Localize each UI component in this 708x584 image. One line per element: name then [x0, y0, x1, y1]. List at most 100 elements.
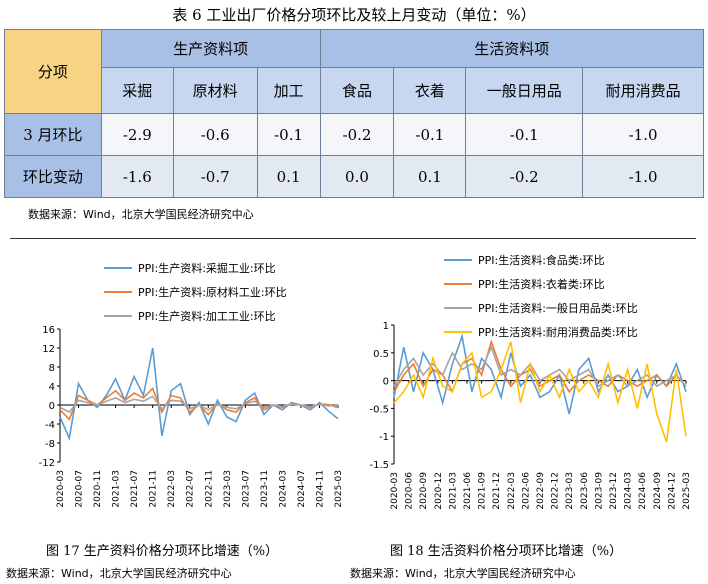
x-tick-label: 2023-07 [241, 470, 251, 508]
x-tick-label: 2021-12 [492, 472, 502, 510]
subheader-cell: 加工 [256, 67, 321, 114]
x-tick-label: 2024-12 [667, 472, 677, 510]
table-cell: -1.6 [100, 155, 174, 198]
x-tick-label: 2024-03 [278, 470, 288, 508]
chart-consumer-goods: PPI:生活资料:食品类:环比 PPI:生活资料:衣着类:环比 PPI:生活资料:一… [369, 253, 692, 510]
table-cell: -0.1 [256, 113, 321, 156]
x-tick-label: 2021-03 [448, 472, 458, 510]
table-cell: -0.7 [172, 155, 258, 198]
x-tick-label: 2022-06 [521, 472, 531, 510]
row-label: 3 月环比 [4, 113, 102, 156]
figure17-source-note: 数据来源：Wind，北京大学国民经济研究中心 [6, 567, 232, 580]
y-tick-label: 1 [383, 321, 389, 332]
y-tick-label: -8 [45, 439, 55, 450]
legend-label: PPI:生产资料:原材料工业:环比 [138, 285, 287, 299]
table-cell: -1.0 [582, 155, 704, 198]
group-header-consumer: 生活资料项 [319, 29, 705, 68]
y-tick-label: -1.5 [369, 460, 389, 471]
x-tick-label: 2022-09 [536, 472, 546, 510]
x-tick-label: 2023-06 [580, 472, 590, 510]
y-tick-label: 0.5 [373, 349, 389, 360]
table-cell: 0.1 [256, 155, 321, 198]
figure18-source-note: 数据来源：Wind，北京大学国民经济研究中心 [350, 567, 576, 580]
table-source-note: 数据来源：Wind，北京大学国民经济研究中心 [28, 208, 254, 221]
x-tick-label: 2024-06 [638, 472, 648, 510]
legend-label: PPI:生活资料:食品类:环比 [478, 253, 605, 267]
y-tick-label: 12 [42, 344, 55, 355]
legend-label: PPI:生产资料:采掘工业:环比 [138, 261, 276, 275]
x-tick-label: 2024-09 [653, 472, 663, 510]
table-cell: 0.1 [393, 155, 467, 198]
series-line [59, 347, 339, 442]
y-tick-label: -0.5 [369, 404, 389, 415]
legend-label: PPI:生活资料:一般日用品类:环比 [478, 301, 638, 315]
legend-label: PPI:生活资料:耐用消费品类:环比 [478, 325, 638, 339]
subheader-cell: 食品 [319, 67, 395, 114]
y-tick-label: -4 [45, 420, 55, 431]
x-tick-label: 2020-03 [390, 472, 400, 510]
x-tick-label: 2025-03 [334, 470, 344, 508]
x-tick-label: 2021-11 [149, 470, 159, 508]
divider [10, 238, 696, 239]
subheader-cell: 采掘 [100, 67, 174, 114]
x-tick-label: 2022-11 [204, 470, 214, 508]
y-tick-label: 8 [49, 363, 55, 374]
x-tick-label: 2021-09 [478, 472, 488, 510]
table-cell: -1.0 [582, 113, 704, 156]
subheader-cell: 一般日用品 [465, 67, 584, 114]
y-tick-label: -1 [379, 432, 389, 443]
y-tick-label: 0 [383, 377, 389, 388]
series-line [393, 341, 687, 443]
table-cell: -0.1 [465, 113, 584, 156]
table-cell: -2.9 [100, 113, 174, 156]
x-tick-label: 2020-12 [434, 472, 444, 510]
y-tick-label: 16 [42, 325, 55, 336]
x-tick-label: 2020-09 [419, 472, 429, 510]
row-label: 环比变动 [4, 155, 102, 198]
y-tick-label: 0 [49, 401, 55, 412]
figure17-caption: 图 17 生产资料价格分项环比增速（%） [46, 544, 279, 559]
y-tick-label: -12 [39, 458, 55, 469]
table-row: 3 月环比 -2.9 -0.6 -0.1 -0.2 -0.1 -0.1 -1.0 [4, 113, 704, 156]
x-tick-label: 2023-03 [223, 470, 233, 508]
x-tick-label: 2020-07 [75, 470, 85, 508]
legend-label: PPI:生活资料:衣着类:环比 [478, 277, 605, 291]
x-tick-label: 2021-07 [130, 470, 140, 508]
x-tick-label: 2022-03 [167, 470, 177, 508]
table-row: 环比变动 -1.6 -0.7 0.1 0.0 0.1 -0.2 -1.0 [4, 155, 704, 198]
subheader-cell: 原材料 [172, 67, 258, 114]
group-header-production: 生产资料项 [100, 29, 321, 68]
x-tick-label: 2023-11 [260, 470, 270, 508]
series-line [393, 345, 687, 388]
x-tick-label: 2023-12 [609, 472, 619, 510]
series-line [393, 332, 687, 415]
table-cell: -0.2 [319, 113, 395, 156]
x-tick-label: 2025-03 [682, 472, 692, 510]
table-corner-header: 分项 [4, 29, 102, 114]
x-tick-label: 2021-03 [112, 470, 122, 508]
y-tick-label: 4 [49, 382, 55, 393]
chart-production-materials: PPI:生产资料:采掘工业:环比 PPI:生产资料:原材料工业:环比 PPI:生产资… [39, 261, 344, 508]
x-tick-label: 2020-06 [405, 472, 415, 510]
legend-label: PPI:生产资料:加工工业:环比 [138, 309, 276, 323]
x-tick-label: 2021-06 [463, 472, 473, 510]
table-cell: -0.2 [465, 155, 584, 198]
table-title: 表 6 工业出厂价格分项环比及较上月变动（单位：%） [172, 6, 536, 24]
x-tick-label: 2024-07 [297, 470, 307, 508]
x-tick-label: 2024-11 [315, 470, 325, 508]
x-tick-label: 2024-03 [624, 472, 634, 510]
ppi-breakdown-table: 分项 生产资料项 生活资料项 采掘 原材料 加工 食品 衣着 一般日用品 耐用消… [4, 29, 705, 198]
table-cell: 0.0 [319, 155, 395, 198]
table-cell: -0.6 [172, 113, 258, 156]
subheader-cell: 耐用消费品 [582, 67, 704, 114]
series-line [59, 395, 339, 414]
x-tick-label: 2022-12 [551, 472, 561, 510]
table-cell: -0.1 [393, 113, 467, 156]
x-tick-label: 2022-07 [186, 470, 196, 508]
figure18-caption: 图 18 生活资料价格分项环比增速（%） [390, 544, 623, 559]
subheader-cell: 衣着 [393, 67, 467, 114]
x-tick-label: 2023-03 [565, 472, 575, 510]
x-tick-label: 2023-09 [594, 472, 604, 510]
x-tick-label: 2020-03 [56, 470, 66, 508]
x-tick-label: 2022-03 [507, 472, 517, 510]
